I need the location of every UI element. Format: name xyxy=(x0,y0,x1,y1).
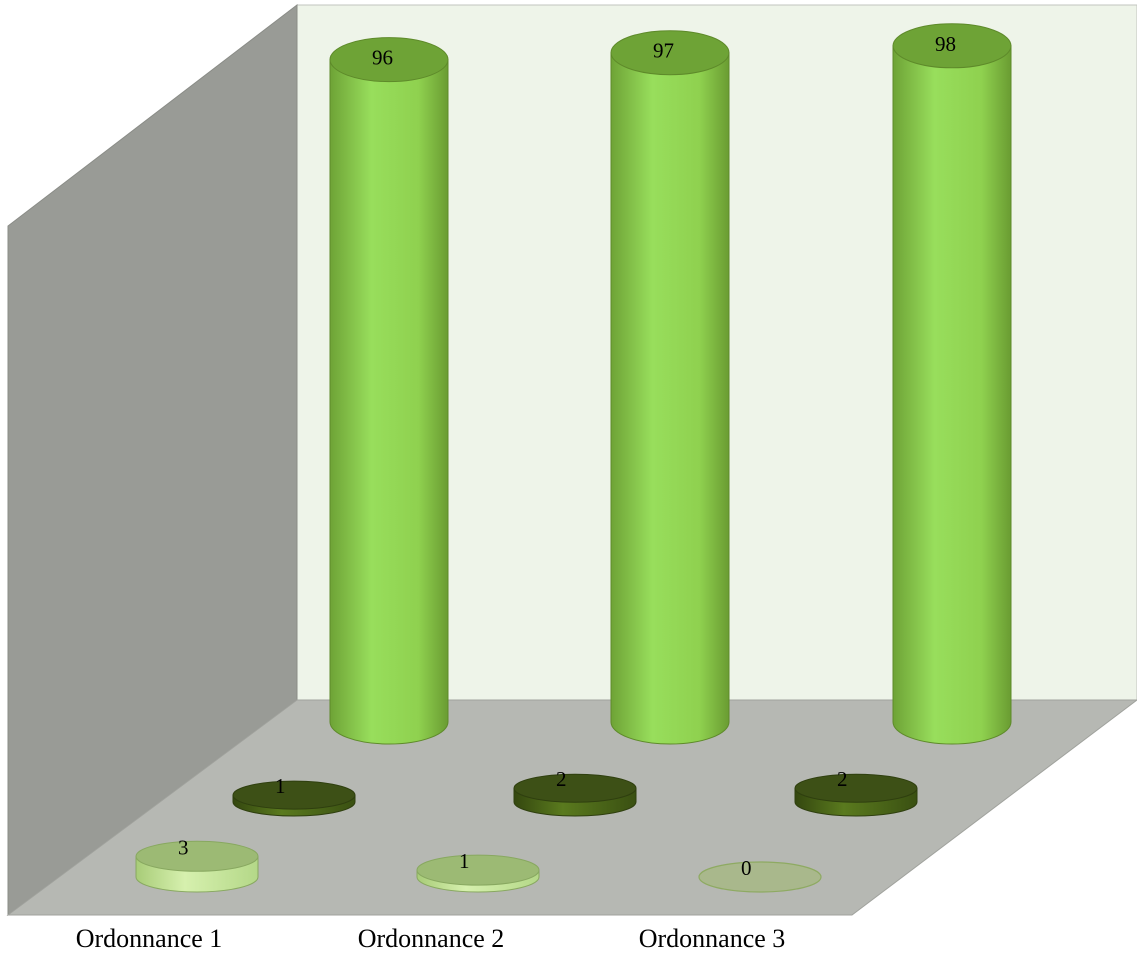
bar-top xyxy=(794,773,918,803)
bar-s3-2 xyxy=(416,854,540,893)
bar-top xyxy=(329,37,449,83)
bar-body xyxy=(610,52,730,745)
data-label: 1 xyxy=(275,774,286,798)
bar-s2-3 xyxy=(794,773,918,817)
category-label: Ordonnance 3 xyxy=(638,924,786,953)
bar-s3-3 xyxy=(698,861,822,893)
bar-top xyxy=(416,854,540,886)
data-label: 0 xyxy=(741,856,752,880)
category-label: Ordonnance 1 xyxy=(75,924,223,953)
bar-s1-3 xyxy=(892,23,1012,745)
bar-body xyxy=(892,45,1012,745)
bar-top xyxy=(698,861,822,893)
data-label: 98 xyxy=(935,32,956,56)
bar-top xyxy=(892,23,1012,69)
bar-top xyxy=(232,780,356,810)
bar-top xyxy=(135,840,259,872)
bar-s3-1 xyxy=(135,840,259,893)
bar-s1-2 xyxy=(610,30,730,745)
data-label: 1 xyxy=(459,849,470,873)
category-label: Ordonnance 2 xyxy=(357,924,505,953)
bar-top xyxy=(610,30,730,76)
data-label: 2 xyxy=(837,767,848,791)
data-label: 96 xyxy=(372,46,393,70)
bar-top xyxy=(513,773,637,803)
bar-body xyxy=(329,59,449,745)
data-label: 97 xyxy=(653,39,674,63)
data-label: 3 xyxy=(178,835,189,859)
bar-s2-2 xyxy=(513,773,637,817)
bar-s1-1 xyxy=(329,37,449,745)
bar-s2-1 xyxy=(232,780,356,817)
data-label: 2 xyxy=(556,767,567,791)
